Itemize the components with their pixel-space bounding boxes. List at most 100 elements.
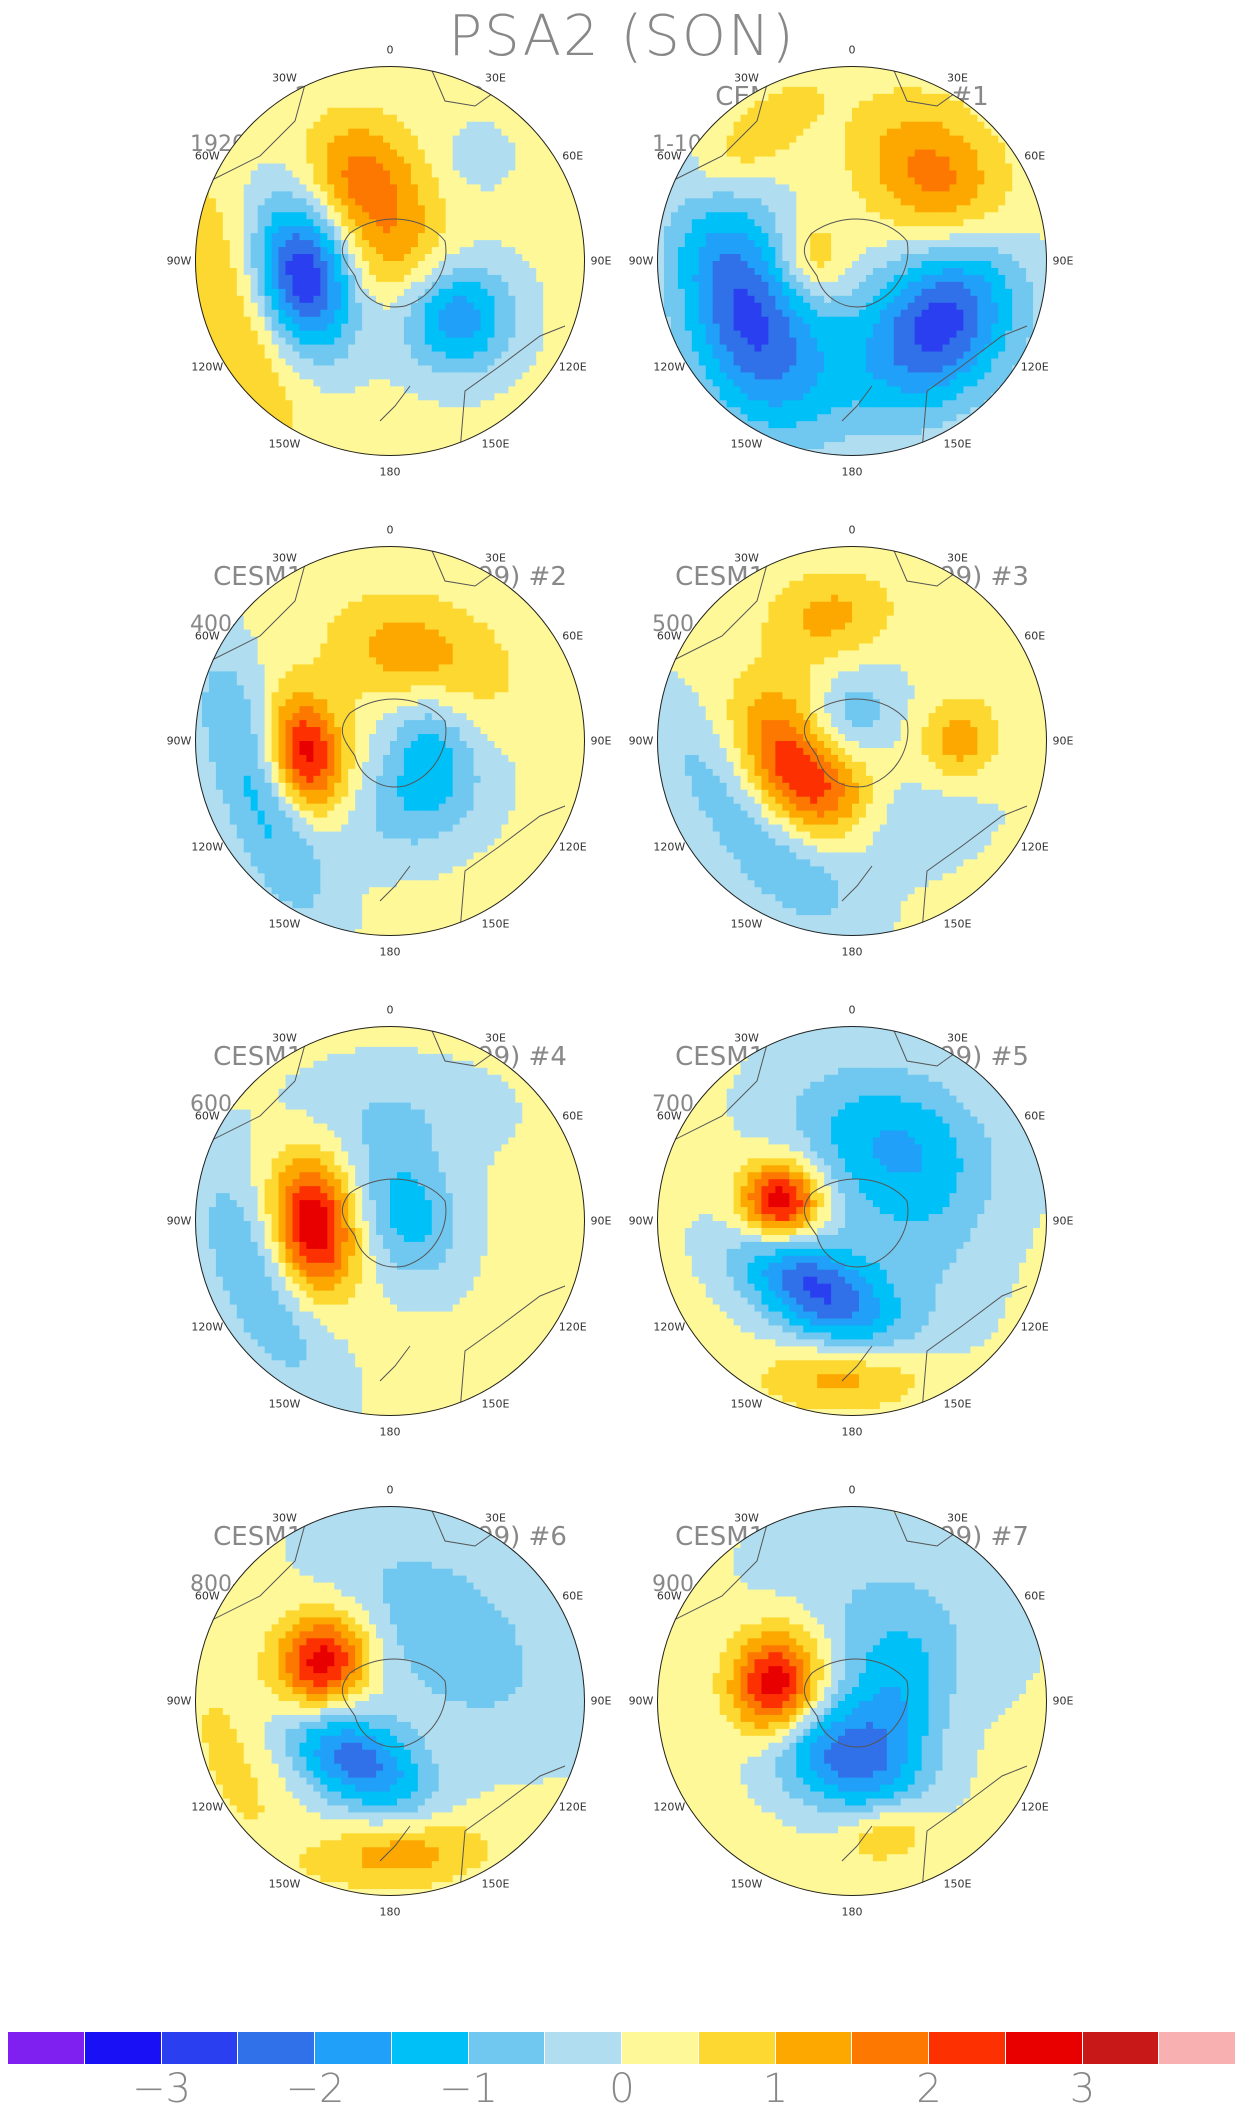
field-cell <box>907 372 916 381</box>
field-cell <box>431 428 440 436</box>
field-cell <box>396 191 405 200</box>
field-cell <box>250 170 259 179</box>
field-cell <box>557 212 565 221</box>
field-cell <box>733 261 742 269</box>
field-cell <box>320 379 329 388</box>
field-cell <box>571 309 579 318</box>
field-cell <box>285 233 294 241</box>
field-cell <box>222 219 231 227</box>
field-cell <box>536 274 545 283</box>
field-cell <box>494 316 503 325</box>
field-cell <box>550 281 558 290</box>
field-cell <box>383 93 391 102</box>
field-cell <box>334 414 343 422</box>
field-cell <box>417 128 426 137</box>
field-cell <box>348 330 356 339</box>
field-cell <box>879 177 888 186</box>
field-cell <box>264 358 273 367</box>
field-cell <box>698 240 707 248</box>
field-cell <box>208 247 217 255</box>
field-cell <box>355 114 363 123</box>
field-cell <box>201 219 210 227</box>
field-cell <box>719 323 728 332</box>
field-cell <box>480 323 489 332</box>
field-cell <box>201 281 210 290</box>
field-cell <box>243 330 252 339</box>
field-cell <box>543 281 551 290</box>
field-cell <box>424 323 433 332</box>
field-cell <box>810 288 818 297</box>
field-cell <box>466 184 475 193</box>
field-cell <box>824 351 832 360</box>
field-cell <box>306 135 315 144</box>
field-cell <box>466 261 475 269</box>
field-cell <box>670 344 679 353</box>
field-cell <box>480 407 489 416</box>
field-cell <box>914 163 923 172</box>
field-cell <box>684 267 693 276</box>
field-cell <box>858 309 867 318</box>
field-cell <box>403 288 412 297</box>
field-cell <box>698 309 707 318</box>
field-cell <box>879 365 888 374</box>
field-cell <box>278 142 287 151</box>
field-cell <box>886 121 895 130</box>
field-cell <box>886 400 895 409</box>
field-cell <box>824 407 832 416</box>
field-cell <box>376 428 384 436</box>
field-cell <box>327 247 336 255</box>
field-cell <box>390 358 398 367</box>
field-cell <box>845 274 853 283</box>
field-cell <box>313 407 322 416</box>
field-cell <box>893 142 902 151</box>
field-cell <box>362 114 370 123</box>
field-cell <box>376 198 384 207</box>
field-cell <box>789 372 798 381</box>
field-cell <box>466 407 475 416</box>
field-cell <box>320 177 329 186</box>
field-cell <box>327 365 336 374</box>
field-cell <box>508 372 517 381</box>
field-cell <box>733 254 742 262</box>
field-cell <box>459 316 468 325</box>
field-cell <box>942 184 951 193</box>
field-cell <box>803 274 812 283</box>
field-cell <box>942 100 951 109</box>
field-cell <box>362 386 370 395</box>
field-cell <box>928 372 937 381</box>
field-cell <box>355 365 363 374</box>
field-cell <box>222 254 231 262</box>
field-cell <box>508 212 517 221</box>
field-cell <box>362 316 370 325</box>
field-cell <box>817 163 825 172</box>
field-cell <box>257 281 266 290</box>
field-cell <box>250 198 259 207</box>
field-cell <box>907 435 916 443</box>
field-cell <box>292 267 301 276</box>
field-cell <box>677 302 686 311</box>
field-cell <box>306 240 315 248</box>
field-cell <box>466 323 475 332</box>
field-cell <box>341 379 350 388</box>
field-cell <box>424 442 433 450</box>
field-cell <box>424 309 433 318</box>
field-cell <box>208 330 217 339</box>
field-cell <box>236 219 245 227</box>
field-cell <box>719 184 728 193</box>
field-cell <box>299 393 308 402</box>
field-cell <box>893 156 902 165</box>
field-cell <box>970 149 979 158</box>
field-cell <box>949 309 958 318</box>
field-cell <box>264 198 273 207</box>
field-cell <box>872 86 881 95</box>
field-cell <box>838 414 846 422</box>
field-cell <box>907 414 916 422</box>
field-cell <box>761 233 770 241</box>
field-cell <box>348 351 356 360</box>
field-cell <box>921 337 930 346</box>
field-cell <box>383 267 391 276</box>
field-cell <box>362 121 370 130</box>
field-cell <box>320 128 329 137</box>
field-cell <box>299 414 308 422</box>
field-cell <box>410 393 419 402</box>
